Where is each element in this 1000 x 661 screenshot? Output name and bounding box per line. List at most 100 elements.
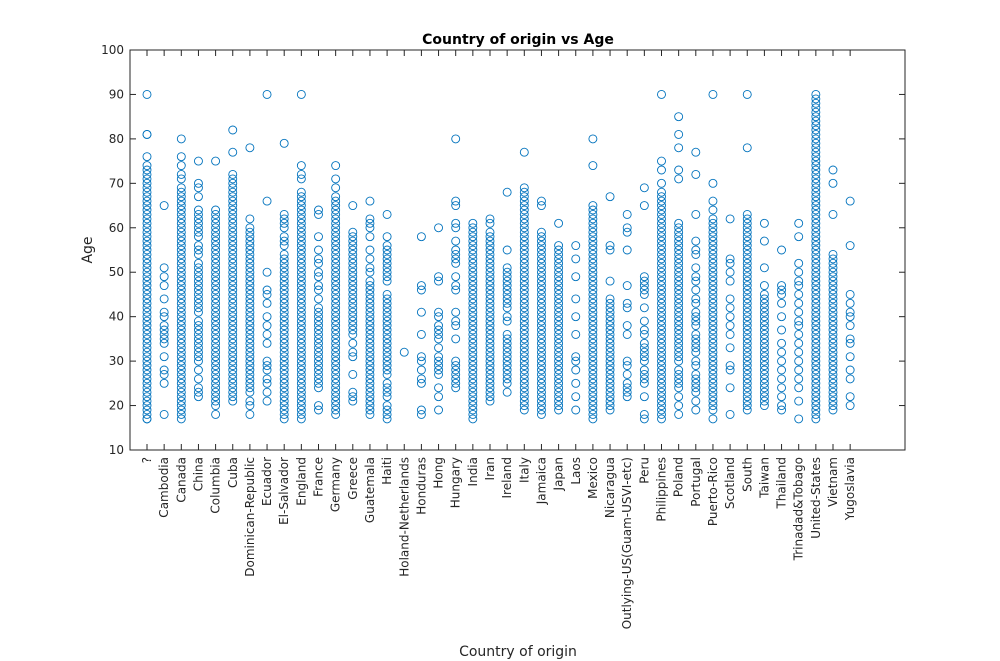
data-point (828, 405, 838, 415)
y-tick-label: 40 (109, 310, 124, 324)
data-point (657, 387, 666, 397)
data-point (193, 316, 203, 326)
data-point (245, 365, 255, 375)
data-point (759, 281, 769, 291)
data-point (142, 174, 152, 184)
plot-area (129, 49, 906, 451)
data-point (811, 241, 821, 251)
data-point (365, 263, 375, 273)
data-point (691, 405, 701, 415)
data-point (742, 143, 752, 153)
data-point (228, 361, 238, 371)
data-point (485, 369, 495, 379)
data-point (245, 383, 255, 393)
data-point (485, 392, 495, 402)
data-point (382, 405, 392, 415)
data-point (211, 281, 221, 291)
data-point (485, 236, 495, 246)
data-point (622, 223, 632, 233)
data-point (674, 334, 684, 344)
data-point (159, 365, 169, 375)
x-tick-label: Dominican-Republic (243, 457, 257, 577)
data-point (554, 303, 564, 313)
data-point (794, 414, 804, 424)
data-point (176, 134, 186, 144)
data-point (211, 338, 221, 348)
data-point (708, 303, 718, 313)
data-point (142, 241, 152, 251)
data-point (759, 343, 769, 353)
data-point (742, 361, 752, 371)
data-point (468, 307, 478, 317)
data-point (674, 236, 684, 246)
data-point (502, 312, 512, 322)
data-point (434, 325, 443, 335)
data-point (159, 312, 169, 322)
data-point (211, 303, 221, 313)
data-point (674, 289, 684, 299)
data-point (176, 374, 186, 384)
data-point (691, 285, 701, 295)
data-point (519, 192, 529, 202)
data-point (211, 396, 221, 406)
data-point (588, 325, 598, 335)
data-point (279, 249, 289, 259)
data-point (331, 245, 341, 255)
data-point (228, 316, 238, 326)
data-point (262, 356, 272, 366)
data-point (571, 356, 581, 366)
data-point (674, 298, 684, 308)
data-point (176, 218, 186, 228)
data-point (176, 223, 186, 233)
data-point (759, 218, 769, 228)
data-point (537, 365, 546, 375)
data-point (691, 374, 701, 384)
data-point (519, 285, 529, 295)
data-point (519, 374, 529, 384)
data-point (811, 254, 821, 264)
data-point (588, 343, 598, 353)
data-point (811, 387, 821, 397)
data-point (811, 138, 821, 148)
data-point (262, 361, 272, 371)
data-point (485, 383, 495, 393)
data-point (691, 298, 701, 308)
data-point (314, 294, 323, 304)
data-point (279, 329, 289, 339)
data-point (708, 374, 718, 384)
data-point (759, 312, 769, 322)
data-point (211, 258, 221, 268)
data-point (211, 218, 221, 228)
data-point (588, 236, 598, 246)
data-point (296, 272, 306, 282)
data-point (142, 378, 152, 388)
data-point (314, 285, 323, 295)
data-point (296, 307, 306, 317)
data-point (245, 289, 255, 299)
data-point (588, 338, 598, 348)
data-point (142, 343, 152, 353)
data-point (605, 192, 615, 202)
data-point (365, 218, 375, 228)
data-point (176, 378, 186, 388)
x-tick-label: Puerto-Rico (706, 457, 720, 526)
data-point (245, 361, 255, 371)
data-point (365, 369, 375, 379)
data-point (519, 321, 529, 331)
data-point (811, 112, 821, 122)
data-point (519, 347, 529, 357)
x-tick-label: United-States (809, 457, 823, 539)
data-point (211, 241, 221, 251)
data-point (811, 103, 821, 113)
data-point (811, 316, 821, 326)
data-point (279, 298, 289, 308)
data-point (331, 392, 341, 402)
data-point (759, 387, 769, 397)
data-point (451, 374, 461, 384)
data-point (537, 303, 546, 313)
data-point (348, 303, 358, 313)
data-point (657, 218, 666, 228)
data-point (142, 232, 152, 242)
data-point (811, 263, 821, 273)
data-point (348, 263, 358, 273)
